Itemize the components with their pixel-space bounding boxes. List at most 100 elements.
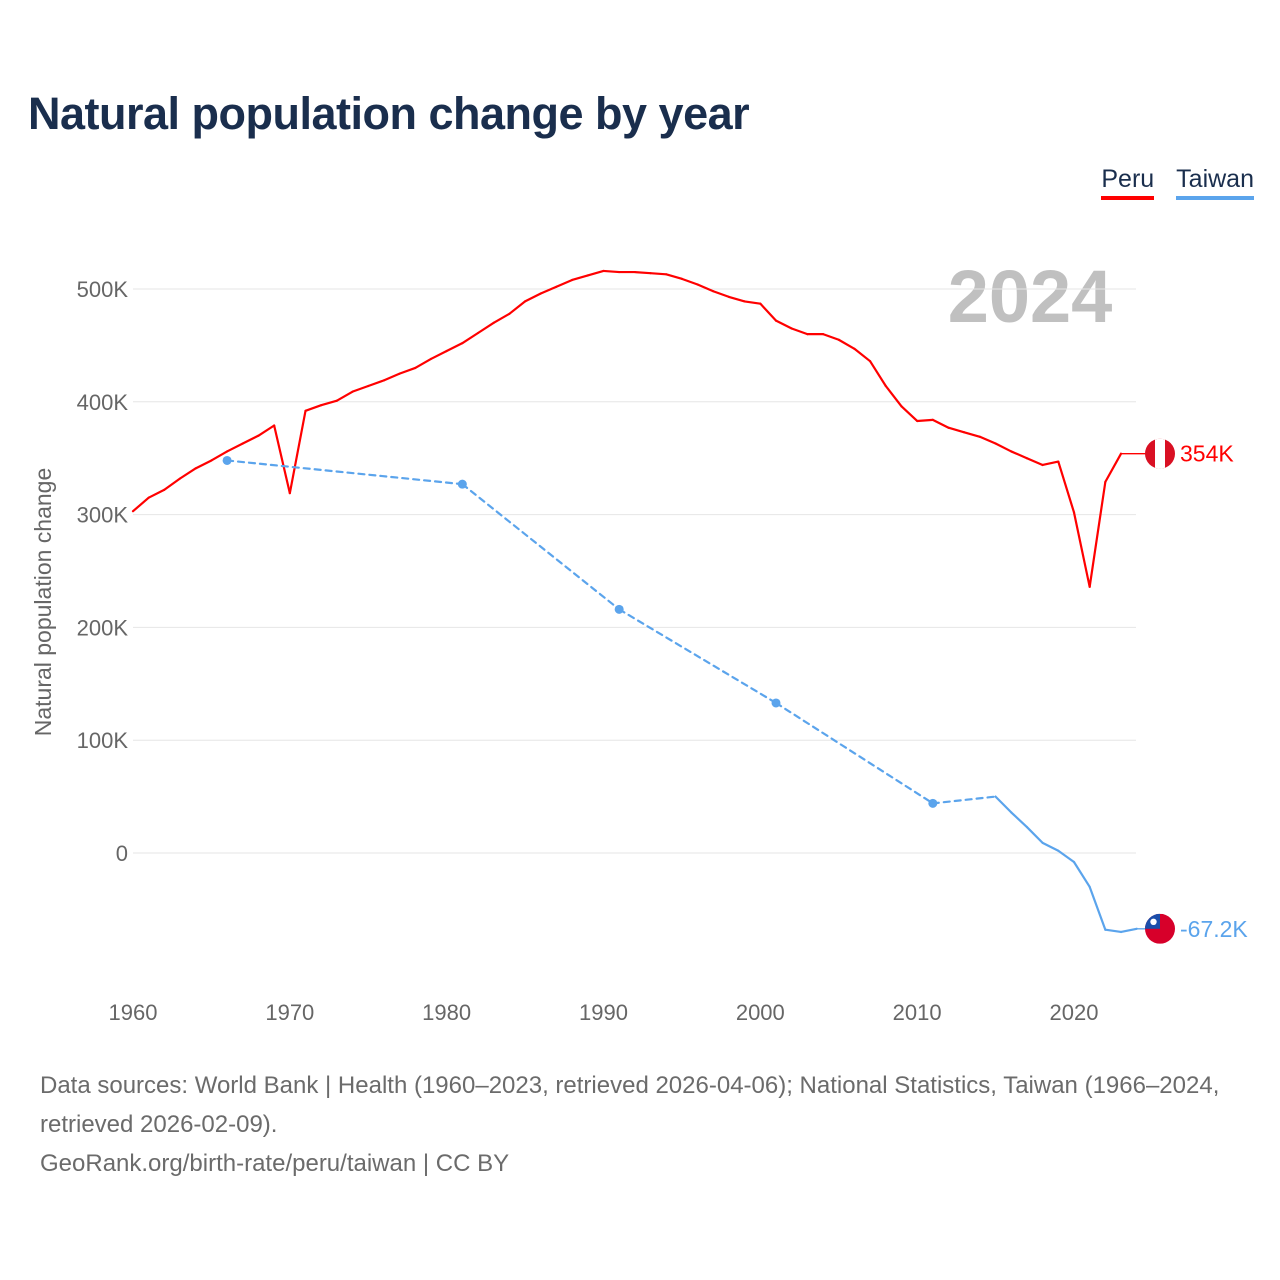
series-segment	[602, 269, 621, 274]
peru-flag-icon	[1145, 438, 1175, 469]
legend-item-taiwan[interactable]: Taiwan	[1176, 165, 1254, 200]
x-tick-label: 2020	[1050, 1000, 1099, 1025]
series-segment	[367, 379, 386, 388]
x-tick-label: 1980	[422, 1000, 471, 1025]
series-segment	[241, 434, 260, 445]
end-value-label: -67.2K	[1180, 916, 1248, 942]
series-segment	[1010, 811, 1029, 829]
series-segment	[963, 431, 981, 438]
y-tick-label: 400K	[77, 390, 129, 415]
series-segment	[304, 404, 323, 412]
series-segment	[335, 390, 354, 402]
series-segment	[476, 321, 495, 335]
series-segment	[759, 302, 778, 322]
y-tick-label: 300K	[77, 503, 129, 528]
series-gap-segment	[461, 483, 621, 611]
year-overlay: 2024	[948, 255, 1113, 338]
legend-item-peru[interactable]: Peru	[1101, 165, 1155, 200]
series-segment	[210, 450, 229, 462]
series-segment	[931, 418, 950, 429]
series-segment	[131, 496, 150, 513]
y-tick-label: 200K	[77, 615, 129, 640]
series-segment	[1072, 511, 1091, 588]
series-segment	[555, 278, 574, 288]
series-segment	[414, 357, 433, 370]
end-value-label: 354K	[1180, 441, 1234, 467]
series-segment	[1041, 841, 1060, 852]
y-tick-label: 0	[116, 841, 128, 866]
series-segment	[821, 333, 840, 341]
series-segment	[1041, 460, 1060, 467]
series-segment	[586, 269, 605, 277]
series-gap-segment	[618, 608, 778, 705]
chart-area: 2024 Natural population change 0 100K 200K…	[30, 255, 1248, 1025]
series-segment	[649, 272, 668, 276]
series-segment	[539, 285, 558, 295]
series-segment	[1104, 928, 1123, 934]
chart-title: Natural population change by year	[28, 88, 750, 139]
series-segment	[1072, 860, 1091, 888]
x-tick-label: 2000	[736, 1000, 785, 1025]
series-segment	[774, 319, 793, 330]
source-note: Data sources: World Bank | Health (1960–…	[40, 1066, 1250, 1183]
series-segment	[1104, 452, 1123, 483]
series-segment	[1057, 849, 1076, 864]
flag-white	[1155, 438, 1165, 469]
series-segment	[1025, 457, 1044, 467]
series-segment	[1025, 825, 1044, 844]
series-segment	[633, 270, 652, 275]
y-tick-label: 100K	[77, 728, 129, 753]
series-segment	[523, 292, 542, 303]
data-point	[614, 604, 624, 614]
series-segment	[680, 277, 699, 286]
x-tick-label: 1960	[109, 1000, 158, 1025]
series-segment	[429, 349, 448, 361]
taiwan-flag-icon	[1145, 913, 1175, 944]
series-segment	[900, 405, 919, 423]
y-axis-label: Natural population change	[30, 468, 56, 737]
series-segment	[837, 338, 856, 350]
series-segment	[916, 418, 934, 423]
series-segment	[178, 467, 197, 480]
x-tick-label: 1970	[265, 1000, 314, 1025]
series-segment	[696, 283, 715, 293]
legend: Peru Taiwan	[1101, 165, 1254, 200]
series-segment	[571, 274, 589, 282]
series-segment	[398, 366, 417, 375]
series-segment	[947, 426, 966, 434]
series-segment	[1119, 927, 1138, 934]
x-tick-label: 1990	[579, 1000, 628, 1025]
series-gap-segment	[931, 795, 997, 805]
series-segment	[492, 312, 511, 324]
series-segment	[508, 300, 527, 315]
series-segment	[790, 327, 809, 336]
series-segment	[727, 295, 746, 303]
series-segment	[665, 273, 684, 280]
series-segment	[1057, 460, 1076, 514]
series-segment	[320, 399, 338, 407]
y-tick-label: 500K	[77, 277, 129, 302]
series-segment	[273, 424, 291, 495]
series-segment	[288, 409, 307, 495]
series-segment	[1088, 885, 1107, 931]
series-segment	[869, 360, 887, 388]
series-segment	[994, 795, 1013, 814]
series-gap-segment	[774, 701, 934, 805]
source-line: Data sources: World Bank | Health (1960–…	[40, 1072, 1220, 1138]
source-url[interactable]: GeoRank.org/birth-rate/peru/taiwan | CC …	[40, 1150, 510, 1177]
series-segment	[1088, 480, 1107, 588]
data-point	[457, 479, 467, 489]
data-point	[928, 798, 938, 808]
series-segment	[1010, 450, 1029, 460]
series-segment	[194, 459, 213, 470]
x-tick-label: 2010	[893, 1000, 942, 1025]
data-point	[771, 698, 781, 708]
series-segment	[382, 372, 401, 382]
series-segment	[445, 342, 464, 353]
data-point	[222, 455, 232, 465]
series-segment	[163, 477, 182, 491]
series-gap-segment	[225, 459, 464, 486]
series-segment	[257, 424, 276, 437]
series-segment	[884, 384, 903, 408]
series-segment	[461, 331, 480, 345]
